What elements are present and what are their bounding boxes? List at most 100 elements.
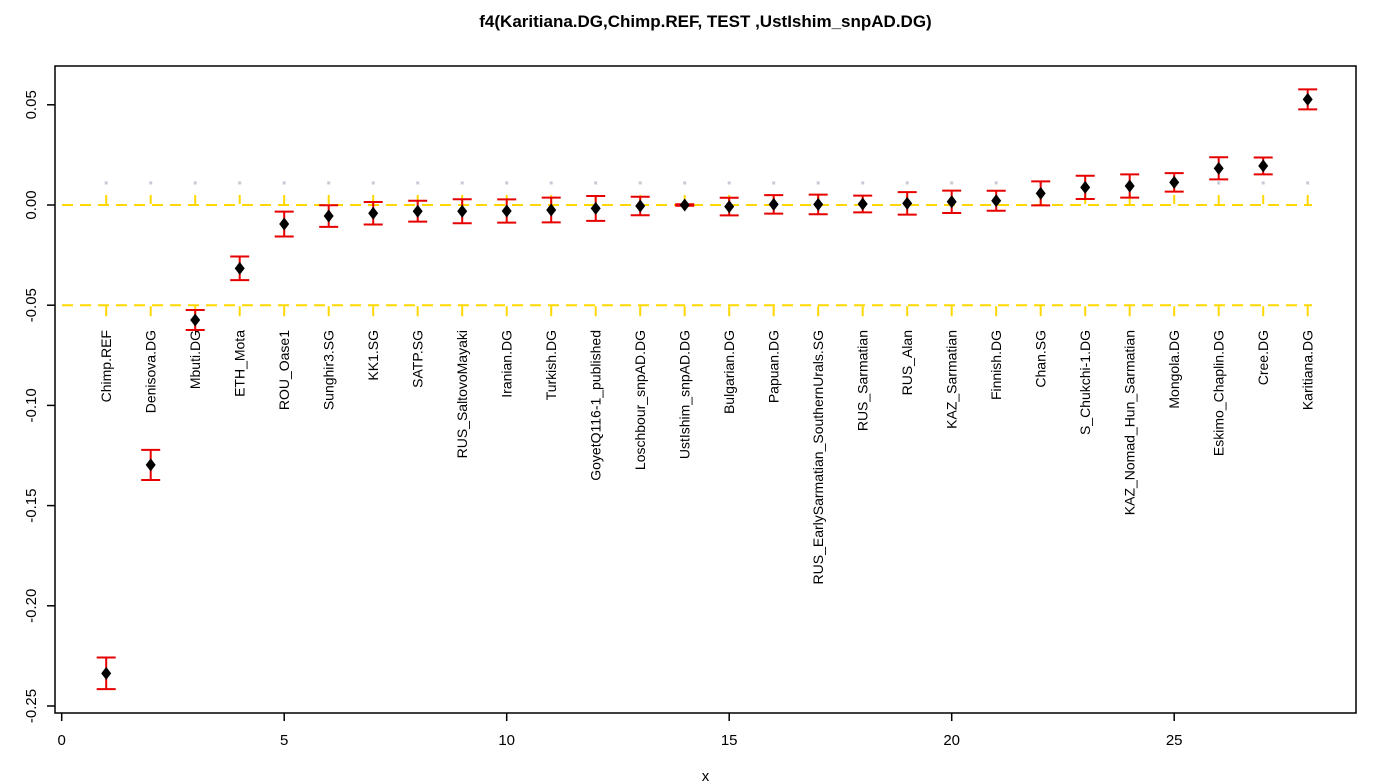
point-marker-diamond [323,209,334,223]
population-label: Mongola.DG [1166,330,1182,409]
x-tick-label: 10 [498,732,515,749]
point-marker-diamond [234,261,245,275]
population-label: Turkish.DG [543,330,559,400]
population-label: Karitiana.DG [1300,330,1316,410]
population-label: Eskimo_Chaplin.DG [1211,330,1227,456]
dotted-guide-marker [594,181,598,185]
data-point [630,195,650,217]
point-marker-diamond [1080,180,1091,194]
data-point [497,198,517,224]
population-label: GoyetQ116-1_published [588,330,604,481]
data-point [452,198,472,225]
x-tick-label: 15 [721,732,738,749]
point-marker-diamond [501,204,512,218]
dotted-guide-marker [371,181,375,185]
dotted-guide-marker [1306,181,1310,185]
dotted-guide-marker [282,181,286,185]
y-tick-label: -0.05 [23,288,40,322]
data-point [808,193,828,216]
dotted-guide-marker [727,181,731,185]
dotted-guide-marker [193,181,197,185]
data-point [408,199,428,223]
point-marker-diamond [457,204,468,218]
population-label: ETH_Mota [232,330,248,397]
point-marker-diamond [679,198,690,212]
dotted-guide-marker [238,181,242,185]
y-tick-label: -0.15 [23,488,40,522]
population-label: RUS_EarlySarmatian_SouthernUrals.SG [810,330,826,584]
data-point [1075,174,1095,200]
point-marker-diamond [635,199,646,213]
dotted-guide-marker [460,181,464,185]
point-marker-diamond [768,197,779,211]
dotted-guide-marker [104,181,108,185]
x-tick-label: 0 [58,732,66,749]
dotted-guide-marker [816,181,820,185]
population-label: Cree.DG [1255,330,1271,385]
y-tick-label: -0.10 [23,388,40,422]
dotted-guide-marker [638,181,642,185]
dotted-guide-marker [549,181,553,185]
y-tick-label: -0.20 [23,589,40,623]
point-marker-diamond [813,197,824,211]
population-label: UstIshim_snpAD.DG [677,330,693,459]
point-marker-diamond [1302,92,1313,106]
population-label: S_Chukchi-1.DG [1077,330,1093,435]
data-point [853,194,873,214]
data-point [96,656,116,691]
population-label: Denisova.DG [143,330,159,413]
data-point [230,255,250,282]
y-tick-label: 0.00 [23,190,40,219]
population-label: Mbuti.DG [187,330,203,389]
point-marker-diamond [279,217,290,231]
point-marker-diamond [946,195,957,209]
population-label: Bulgarian.DG [721,330,737,414]
data-point [141,448,161,481]
point-marker-diamond [724,200,735,214]
point-marker-diamond [1035,186,1046,200]
point-marker-diamond [368,206,379,220]
population-label: KAZ_Nomad_Hun_Sarmatian [1122,330,1138,515]
population-label: Finnish.DG [988,330,1004,400]
dotted-guide-marker [905,181,909,185]
data-point [363,200,383,226]
data-point [274,210,294,238]
data-point [764,194,784,215]
data-point [675,198,695,212]
data-point [897,191,917,216]
population-label: Iranian.DG [499,330,515,398]
point-marker-diamond [145,458,156,472]
point-marker-diamond [902,196,913,210]
point-marker-diamond [190,313,201,327]
point-marker-diamond [546,203,557,217]
point-marker-diamond [1213,161,1224,175]
data-point [586,194,606,222]
point-marker-diamond [991,194,1002,208]
data-point [1298,88,1318,111]
dotted-guide-marker [505,181,509,185]
data-point [986,189,1006,212]
dotted-guide-marker [416,181,420,185]
point-marker-diamond [1258,159,1269,173]
population-label: SATP.SG [410,330,426,388]
x-tick-label: 25 [1166,732,1183,749]
population-label: RUS_Alan [899,330,915,395]
dotted-guide-marker [772,181,776,185]
population-label: Loschbour_snpAD.DG [632,330,648,470]
dotted-guide-marker [683,181,687,185]
point-marker-diamond [857,197,868,211]
population-label: Sunghir3.SG [321,330,337,410]
data-point [719,196,739,217]
data-point [1209,156,1229,181]
population-label: Chimp.REF [98,330,114,402]
x-tick-label: 20 [943,732,960,749]
plot-frame [54,65,1357,714]
point-marker-diamond [1124,179,1135,193]
population-label: KAZ_Sarmatian [944,330,960,429]
x-axis-title: x [701,768,710,784]
population-label: RUS_Sarmatian [855,330,871,431]
dotted-guide-marker [149,181,153,185]
data-point [541,196,561,224]
